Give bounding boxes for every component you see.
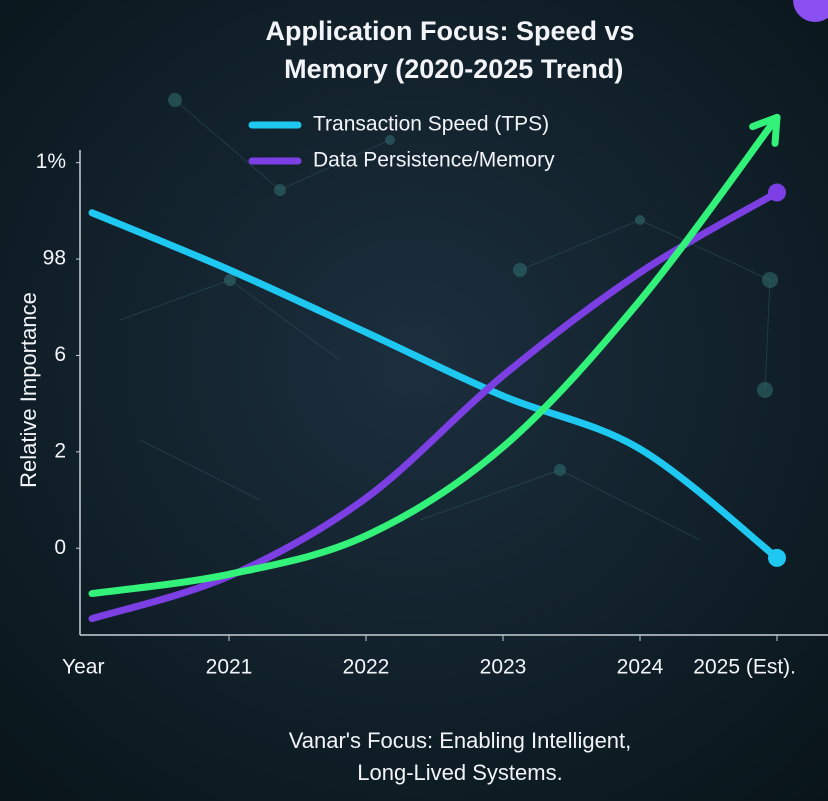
x-tick-label: 2025 (Est).	[693, 656, 796, 679]
y-tick-label: 1%	[36, 150, 66, 173]
network-nodes	[168, 93, 778, 476]
y-tick-label: 0	[54, 536, 66, 559]
x-tick-label: 2022	[343, 656, 390, 679]
x-tick-label: 2024	[617, 656, 664, 679]
corner-decoration	[793, 0, 828, 22]
legend-label: Data Persistence/Memory	[313, 149, 555, 172]
y-tick-label: 2	[54, 439, 66, 462]
y-axis-label: Relative Importance	[16, 292, 41, 488]
network-decoration	[119, 99, 771, 541]
x-tick-label: 2021	[206, 656, 253, 679]
footer: Vanar's Focus: Enabling Intelligent, Long…	[289, 728, 632, 785]
y-tick-label: 6	[54, 343, 66, 366]
y-tick-label: 98	[43, 247, 66, 270]
legend-label: Transaction Speed (TPS)	[313, 113, 549, 136]
chart-title: Application Focus: Speed vs Memory (2020…	[265, 16, 634, 84]
x-axis-label: Year	[62, 656, 104, 679]
arrow-head	[749, 113, 781, 147]
end-marker	[768, 548, 786, 567]
series-line	[88, 209, 781, 562]
x-tick-label: 2023	[480, 656, 527, 679]
end-marker	[768, 183, 786, 202]
series-line	[88, 113, 781, 598]
